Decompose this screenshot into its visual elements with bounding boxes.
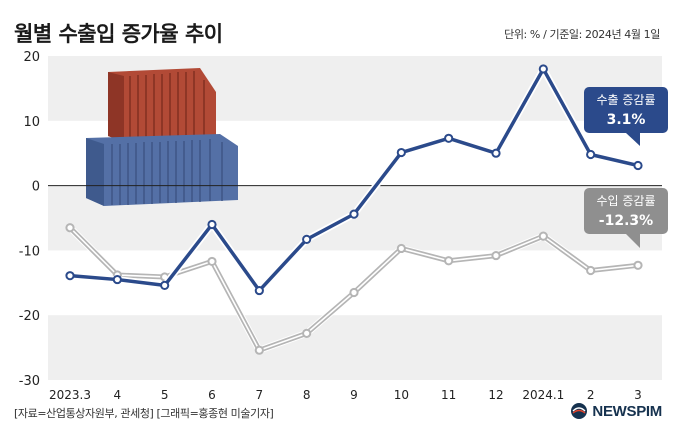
source-note: [자료=산업통상자원부, 관세청] [그래픽=홍종현 미술기자] — [14, 407, 274, 420]
import-point — [396, 243, 406, 254]
import-point — [633, 260, 643, 270]
export-point — [491, 148, 501, 158]
export-point — [254, 285, 264, 296]
y-tick-label: -10 — [19, 244, 40, 259]
export-point — [586, 149, 596, 160]
export-callout-name: 수출 증감률 — [596, 93, 655, 107]
x-axis-ticks: 2023.3 4 5 6 7 8 9 10 11 12 2024.1 2 3 — [49, 388, 642, 402]
export-point — [302, 234, 312, 244]
import-callout-name: 수입 증감률 — [596, 194, 655, 208]
x-tick-label: 4 — [114, 388, 122, 402]
import-point — [444, 256, 454, 266]
export-point — [160, 280, 170, 290]
export-point — [112, 274, 122, 285]
shipping-container-image — [86, 68, 238, 206]
y-tick-label: 20 — [23, 50, 40, 65]
y-tick-label: 0 — [32, 180, 40, 195]
x-tick-label: 2 — [587, 388, 595, 402]
x-tick-label: 6 — [208, 388, 216, 402]
import-callout-value: -12.3% — [599, 213, 653, 229]
y-tick-label: 10 — [23, 115, 40, 130]
import-point — [65, 223, 75, 233]
y-axis-ticks: 20 10 0 -10 -20 -30 — [19, 50, 40, 389]
export-point — [538, 64, 548, 74]
export-point — [65, 271, 75, 281]
import-point — [302, 328, 312, 338]
import-point — [491, 250, 501, 261]
export-point — [444, 133, 454, 143]
x-tick-label: 10 — [394, 388, 409, 402]
x-tick-label: 7 — [256, 388, 264, 402]
grid-band — [48, 315, 662, 380]
export-callout: 수출 증감률 3.1% — [584, 87, 668, 146]
x-tick-label: 11 — [441, 388, 456, 402]
import-point — [349, 287, 359, 298]
export-point — [207, 219, 217, 230]
x-tick-label: 5 — [161, 388, 169, 402]
globe-icon — [571, 403, 588, 419]
export-callout-value: 3.1% — [607, 112, 646, 128]
export-point — [349, 209, 359, 219]
import-point — [586, 265, 596, 276]
import-point — [254, 345, 264, 355]
x-tick-label: 8 — [303, 388, 311, 402]
y-tick-label: -20 — [19, 309, 40, 324]
export-point — [396, 147, 406, 158]
x-tick-label: 2024.1 — [522, 388, 564, 402]
export-point — [633, 160, 643, 171]
import-point — [207, 256, 217, 267]
chart-title: 월별 수출입 증가율 추이 — [14, 22, 223, 46]
logo-text: NEWSPIM — [592, 402, 662, 420]
x-tick-label: 12 — [488, 388, 503, 402]
x-tick-label: 9 — [350, 388, 358, 402]
x-tick-label: 2023.3 — [49, 388, 91, 402]
import-point — [538, 231, 548, 241]
y-tick-label: -30 — [19, 374, 40, 389]
series-lines — [65, 64, 643, 355]
unit-label: 단위: % / 기준일: 2024년 4월 1일 — [504, 28, 660, 41]
newspim-logo: NEWSPIM — [570, 402, 662, 420]
import-callout: 수입 증감률 -12.3% — [584, 188, 668, 248]
x-tick-label: 3 — [634, 388, 642, 402]
